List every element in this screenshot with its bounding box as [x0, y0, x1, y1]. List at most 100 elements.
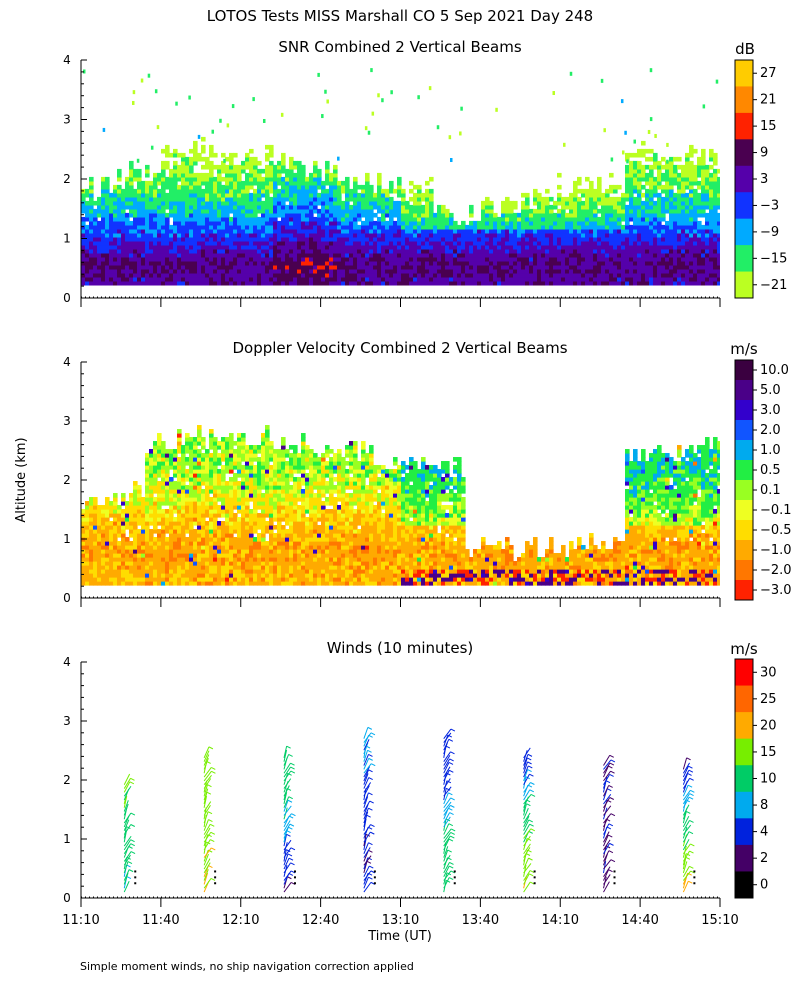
- snr-cell: [313, 164, 318, 170]
- snr-cell: [113, 220, 118, 226]
- doppler-cell: [153, 557, 158, 562]
- snr-cell: [633, 276, 638, 282]
- snr-cell: [133, 240, 138, 246]
- snr-cell: [285, 248, 290, 254]
- snr-cell: [345, 256, 350, 262]
- snr-cell: [569, 236, 574, 242]
- snr-cell: [361, 240, 366, 246]
- snr-cell: [325, 228, 330, 234]
- doppler-cell: [101, 577, 106, 582]
- snr-cell: [381, 280, 386, 286]
- snr-cell: [589, 272, 594, 278]
- snr-speckle: [390, 90, 393, 95]
- snr-cell: [289, 208, 294, 214]
- snr-cell: [345, 264, 350, 270]
- doppler-cell: [177, 549, 182, 554]
- snr-cell: [233, 276, 238, 282]
- snr-cell: [633, 196, 638, 202]
- snr-cell: [89, 256, 94, 262]
- snr-cell: [309, 200, 314, 206]
- doppler-cell: [157, 513, 162, 518]
- snr-cell: [473, 224, 478, 230]
- snr-cell: [409, 276, 414, 282]
- doppler-cell: [169, 465, 174, 470]
- snr-cell: [165, 180, 170, 186]
- snr-cell: [365, 176, 370, 182]
- snr-cell: [681, 204, 686, 210]
- snr-cell: [189, 180, 194, 186]
- snr-cell: [389, 268, 394, 274]
- snr-cell: [645, 236, 650, 242]
- snr-cell: [261, 228, 266, 234]
- snr-cell: [605, 248, 610, 254]
- doppler-cell: [165, 485, 170, 490]
- snr-cell: [337, 236, 342, 242]
- snr-cell: [373, 240, 378, 246]
- snr-cell: [209, 188, 214, 194]
- snr-cell: [201, 204, 206, 210]
- snr-cell: [293, 248, 298, 254]
- doppler-cell: [157, 545, 162, 550]
- snr-cell: [281, 252, 286, 258]
- snr-cell: [437, 208, 442, 214]
- snr-cell: [465, 244, 470, 250]
- doppler-cell: [185, 509, 190, 514]
- snr-cell: [125, 184, 130, 190]
- snr-cell: [637, 148, 642, 154]
- snr-cell: [329, 276, 334, 282]
- snr-cell: [545, 264, 550, 270]
- snr-cell: [669, 244, 674, 250]
- snr-cell: [597, 276, 602, 282]
- snr-cell: [325, 276, 330, 282]
- snr-cell: [325, 204, 330, 210]
- snr-cell: [573, 256, 578, 262]
- snr-cell: [509, 248, 514, 254]
- snr-cell: [517, 232, 522, 238]
- snr-cell: [693, 280, 698, 286]
- snr-cell: [161, 204, 166, 210]
- snr-cell: [701, 268, 706, 274]
- snr-cell: [625, 240, 630, 246]
- snr-cell: [353, 248, 358, 254]
- snr-cell: [133, 192, 138, 198]
- snr-cell: [405, 260, 410, 266]
- snr-cell: [429, 200, 434, 206]
- snr-cell: [281, 156, 286, 162]
- snr-cell: [393, 240, 398, 246]
- snr-cell: [121, 228, 126, 234]
- doppler-cell: [181, 465, 186, 470]
- snr-cell: [713, 196, 718, 202]
- doppler-cell: [141, 557, 146, 562]
- snr-cell: [265, 200, 270, 206]
- snr-cell: [433, 244, 438, 250]
- snr-cell: [697, 184, 702, 190]
- snr-cell: [481, 248, 486, 254]
- snr-cell: [685, 276, 690, 282]
- snr-cell: [337, 228, 342, 234]
- snr-cell: [645, 240, 650, 246]
- snr-cell: [125, 236, 130, 242]
- snr-cell: [249, 224, 254, 230]
- snr-cell: [657, 276, 662, 282]
- snr-speckle: [371, 111, 375, 116]
- snr-cell: [709, 272, 714, 278]
- snr-cell: [409, 268, 414, 274]
- snr-cell: [121, 280, 126, 286]
- snr-cell: [493, 272, 498, 278]
- snr-cell: [569, 192, 574, 198]
- doppler-cell: [97, 565, 102, 570]
- snr-cell: [201, 172, 206, 178]
- snr-cell: [613, 188, 618, 194]
- snr-cell: [317, 216, 322, 222]
- snr-cell: [89, 200, 94, 206]
- snr-cell: [257, 216, 262, 222]
- snr-speckle: [649, 68, 653, 73]
- snr-cell: [285, 208, 290, 214]
- snr-cell: [537, 264, 542, 270]
- snr-cell: [589, 260, 594, 266]
- snr-cell: [129, 268, 134, 274]
- snr-cell: [653, 224, 658, 230]
- snr-cell: [377, 224, 382, 230]
- snr-cell: [373, 244, 378, 250]
- snr-cell: [325, 224, 330, 230]
